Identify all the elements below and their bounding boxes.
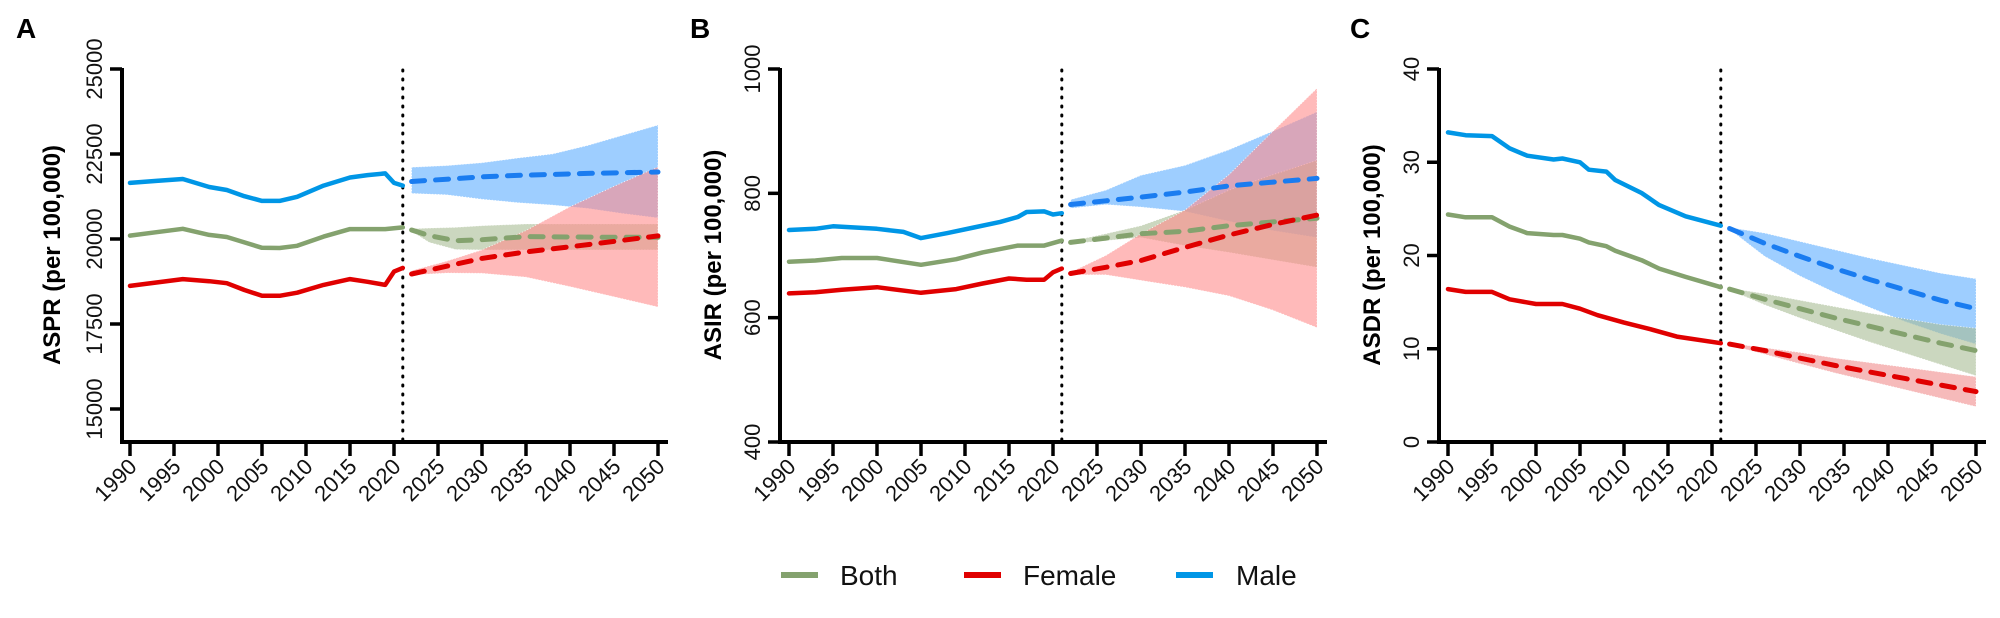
y-tick-label: 600 <box>740 299 765 336</box>
y-tick-label: 17500 <box>82 293 107 354</box>
y-tick-label: 40 <box>1399 57 1424 81</box>
y-axis-title: ASIR (per 100,000) <box>700 150 727 361</box>
x-tick-label: 2035 <box>485 454 537 506</box>
x-tick-label: 2005 <box>1539 454 1591 506</box>
x-tick-label: 1995 <box>1451 454 1503 506</box>
line-projection-female <box>1068 212 1320 276</box>
line-projection-male <box>1727 226 1979 312</box>
legend-label-female: Female <box>1023 560 1116 591</box>
x-tick-label: 2030 <box>441 454 493 506</box>
x-tick-label: 2045 <box>573 454 625 506</box>
x-tick-label: 2045 <box>1891 454 1943 506</box>
panel-label: C <box>1350 13 1370 44</box>
x-tick-label: 2020 <box>353 454 405 506</box>
x-tick-label: 2020 <box>1012 454 1064 506</box>
line-projection-both <box>409 227 661 244</box>
legend-item-female[interactable]: Female <box>964 560 1116 591</box>
line-historical-male <box>786 209 1065 241</box>
legend-item-male[interactable]: Male <box>1176 560 1297 591</box>
x-tick-label: 2010 <box>1583 454 1635 506</box>
x-tick-label: 1995 <box>792 454 844 506</box>
legend-label-male: Male <box>1236 560 1297 591</box>
x-tick-label: 2000 <box>1495 454 1547 506</box>
line-projection-both <box>1068 215 1320 245</box>
x-tick-label: 2050 <box>617 454 669 506</box>
legend-label-both: Both <box>840 560 898 591</box>
legend: Both Female Male <box>781 560 1297 591</box>
line-projection-both <box>1727 286 1979 354</box>
band-female <box>1729 342 1977 408</box>
y-tick-label: 22500 <box>82 123 107 184</box>
line-historical-both <box>1445 212 1724 290</box>
x-tick-label: 2000 <box>177 454 229 506</box>
x-tick-label: 2050 <box>1935 454 1987 506</box>
x-tick-label: 2025 <box>1715 454 1767 506</box>
x-tick-label: 1990 <box>1407 454 1459 506</box>
line-projection-male <box>409 169 661 184</box>
x-tick-label: 2040 <box>1188 454 1240 506</box>
line-historical-female <box>1445 286 1724 346</box>
line-projection-male <box>1068 175 1320 207</box>
line-historical-male <box>127 171 406 204</box>
band-male <box>1729 227 1977 345</box>
line-projection-female <box>409 233 661 277</box>
x-tick-label: 2000 <box>836 454 888 506</box>
x-tick-label: 2035 <box>1803 454 1855 506</box>
panel-a: A ASPR (per 100,000) 15000 17500 20000 2250… <box>16 13 670 506</box>
band-female <box>1070 87 1318 329</box>
uncertainty-bands <box>1729 227 1977 408</box>
x-tick-label: 2030 <box>1100 454 1152 506</box>
x-tick-label: 2015 <box>1627 454 1679 506</box>
x-tick-label: 2025 <box>1056 454 1108 506</box>
x-tick-label: 2010 <box>924 454 976 506</box>
x-tick-label: 2030 <box>1759 454 1811 506</box>
y-tick-label: 10 <box>1399 337 1424 361</box>
line-projection-female <box>1727 341 1979 395</box>
panel-b: B ASIR (per 100,000) 400 600 800 1000 199019… <box>690 13 1329 506</box>
y-tick-label: 20 <box>1399 243 1424 267</box>
y-tick-label: 1000 <box>740 45 765 94</box>
uncertainty-bands <box>1070 87 1318 329</box>
x-tick-label: 2040 <box>529 454 581 506</box>
x-tick-label: 2005 <box>880 454 932 506</box>
y-tick-label: 15000 <box>82 378 107 439</box>
line-historical-female <box>127 265 406 299</box>
x-tick-label: 2025 <box>397 454 449 506</box>
x-tick-label: 2015 <box>968 454 1020 506</box>
y-tick-label: 25000 <box>82 38 107 99</box>
y-tick-label: 30 <box>1399 150 1424 174</box>
x-tick-label: 2050 <box>1276 454 1328 506</box>
y-axis-title: ASDR (per 100,000) <box>1359 144 1386 365</box>
y-tick-label: 400 <box>740 424 765 461</box>
panel-label: A <box>16 13 36 44</box>
x-tick-label: 2020 <box>1671 454 1723 506</box>
band-both <box>1729 287 1977 377</box>
x-tick-label: 2035 <box>1144 454 1196 506</box>
line-historical-male <box>1445 130 1724 228</box>
line-historical-both <box>786 238 1065 268</box>
line-historical-female <box>786 266 1065 296</box>
x-tick-label: 2005 <box>221 454 273 506</box>
y-tick-label: 0 <box>1399 436 1424 448</box>
x-tick-label: 1990 <box>89 454 141 506</box>
uncertainty-bands <box>411 124 659 308</box>
y-axis-title: ASPR (per 100,000) <box>39 145 66 365</box>
x-tick-label: 1990 <box>748 454 800 506</box>
legend-item-both[interactable]: Both <box>781 560 898 591</box>
x-tick-label: 2015 <box>309 454 361 506</box>
y-tick-label: 800 <box>740 175 765 212</box>
line-historical-both <box>127 225 406 251</box>
x-tick-label: 1995 <box>133 454 185 506</box>
panel-label: B <box>690 13 710 44</box>
panel-c: C ASDR (per 100,000) 0102030401990199520… <box>1350 13 1988 506</box>
x-tick-label: 2045 <box>1232 454 1284 506</box>
x-tick-label: 2040 <box>1847 454 1899 506</box>
y-tick-label: 20000 <box>82 208 107 269</box>
x-tick-label: 2010 <box>265 454 317 506</box>
